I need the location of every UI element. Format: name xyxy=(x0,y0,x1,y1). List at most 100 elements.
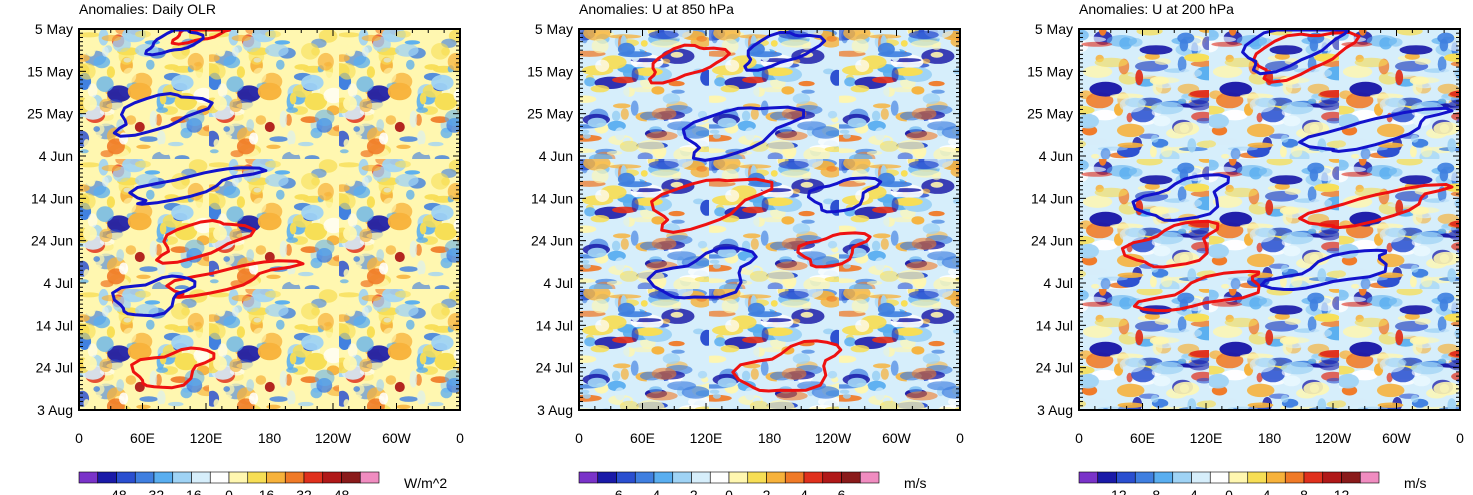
contour-negative-3 xyxy=(646,246,758,300)
y-tick-label: 5 May xyxy=(1035,21,1073,37)
y-tick-label: 25 May xyxy=(27,106,73,122)
colorbar-label: 0 xyxy=(1225,487,1233,495)
colorbar-swatch xyxy=(1303,471,1324,484)
colorbar-swatch xyxy=(597,471,617,484)
contour-positive-2 xyxy=(165,259,305,299)
colorbar-label: 4 xyxy=(1263,487,1271,495)
u200-colorbar: -12 -8 -4 0 4 8 12 m/s xyxy=(1078,471,1427,495)
colorbar-swatch xyxy=(78,471,99,484)
colorbar-swatch xyxy=(284,471,305,484)
y-tick-label: 4 Jul xyxy=(43,275,73,291)
x-tick-label: 0 xyxy=(575,430,583,446)
colorbar-label: -4 xyxy=(648,487,661,495)
contour-negative-0 xyxy=(743,30,827,72)
colorbar-label: 16 xyxy=(259,487,275,495)
contour-positive-1 xyxy=(155,219,256,265)
u850-colorbar: -6 -4 -2 0 2 4 6 m/s xyxy=(578,471,927,495)
colorbar-swatch xyxy=(1172,471,1192,484)
y-tick-label: 4 Jul xyxy=(543,275,573,291)
colorbar-swatch xyxy=(578,471,599,484)
x-tick-label: 0 xyxy=(1456,430,1464,446)
olr-contours xyxy=(111,28,305,390)
contour-positive-2 xyxy=(1120,219,1220,269)
x-tick-label: 0 xyxy=(75,430,83,446)
colorbar-swatch xyxy=(1097,471,1117,484)
contour-negative-1 xyxy=(1298,106,1454,153)
contour-positive-1 xyxy=(1298,183,1454,230)
y-tick-label: 14 Jul xyxy=(536,317,573,333)
colorbar-swatch xyxy=(1078,471,1099,484)
olr-heatmap-field xyxy=(79,29,460,410)
x-tick-label: 180 xyxy=(758,430,782,446)
y-tick-label: 14 Jun xyxy=(31,190,73,206)
contour-negative-2 xyxy=(1131,173,1230,222)
colorbar-swatch xyxy=(228,471,249,484)
colorbar-swatch xyxy=(1359,471,1380,484)
x-tick-label: 60W xyxy=(1382,430,1412,446)
colorbar-label: 12 xyxy=(1334,487,1350,495)
y-tick-label: 14 Jun xyxy=(1031,190,1073,206)
colorbar-swatch xyxy=(1191,471,1211,484)
colorbar-swatch xyxy=(1341,471,1361,484)
colorbar-swatch xyxy=(266,471,286,484)
colorbar-label: -2 xyxy=(685,487,698,495)
u200-heatmap-field xyxy=(1079,29,1460,410)
u850-contours xyxy=(646,30,883,393)
colorbar-label: -16 xyxy=(181,487,201,495)
colorbar-label: 0 xyxy=(725,487,733,495)
contour-positive-0 xyxy=(648,43,731,85)
colorbar-swatch xyxy=(859,471,880,484)
colorbar-swatch xyxy=(322,471,342,484)
y-tick-label: 3 Aug xyxy=(37,402,73,418)
x-tick-label: 120E xyxy=(1190,430,1223,446)
colorbar-swatch xyxy=(653,471,674,484)
contour-negative-1 xyxy=(112,92,214,138)
u200-contours xyxy=(1120,28,1454,313)
colorbar-label: -32 xyxy=(144,487,164,495)
colorbar-swatch xyxy=(97,471,117,484)
colorbar-swatch xyxy=(153,471,174,484)
y-tick-label: 3 Aug xyxy=(537,402,573,418)
colorbar-swatch xyxy=(822,471,842,484)
colorbar-label: 2 xyxy=(763,487,771,495)
colorbar-swatch xyxy=(303,471,324,484)
y-tick-label: 14 Jun xyxy=(531,190,573,206)
contour-positive-3 xyxy=(1132,269,1261,313)
colorbar-swatch xyxy=(1266,471,1286,484)
y-tick-label: 15 May xyxy=(27,63,73,79)
colorbar-label: -48 xyxy=(106,487,126,495)
colorbar-swatch xyxy=(359,471,380,484)
colorbar-swatch xyxy=(1116,471,1136,484)
colorbar-label: -6 xyxy=(610,487,623,495)
panel-u850-title: Anomalies: U at 850 hPa xyxy=(579,1,734,17)
panel-olr: Anomalies: Daily OLR 5 May 15 May 25 May 4 … xyxy=(27,1,464,495)
colorbar-units: m/s xyxy=(904,475,927,491)
contour-positive-2 xyxy=(796,231,872,269)
y-tick-label: 4 Jun xyxy=(1039,148,1073,164)
colorbar-label: 4 xyxy=(800,487,808,495)
x-tick-label: 60W xyxy=(382,430,412,446)
y-tick-label: 4 Jul xyxy=(1043,275,1073,291)
y-tick-label: 15 May xyxy=(1027,63,1073,79)
colorbar-units: W/m^2 xyxy=(404,475,447,491)
contour-positive-0 xyxy=(1251,30,1361,84)
x-tick-label: 0 xyxy=(456,430,464,446)
colorbar-label: 8 xyxy=(1300,487,1308,495)
x-tick-label: 120W xyxy=(1315,430,1352,446)
y-tick-label: 25 May xyxy=(527,106,573,122)
contour-negative-3 xyxy=(111,274,197,318)
colorbar-swatch xyxy=(1228,471,1249,484)
contour-negative-2 xyxy=(806,176,883,214)
x-tick-label: 120E xyxy=(190,430,223,446)
x-tick-label: 120W xyxy=(815,430,852,446)
x-tick-label: 60E xyxy=(1130,430,1155,446)
contour-positive-1 xyxy=(650,177,774,234)
u850-heatmap-field xyxy=(579,29,960,410)
colorbar-swatch xyxy=(766,471,786,484)
y-tick-label: 4 Jun xyxy=(39,148,73,164)
colorbar-swatch xyxy=(1247,471,1267,484)
y-tick-label: 24 Jun xyxy=(1031,233,1073,249)
x-tick-label: 120E xyxy=(690,430,723,446)
